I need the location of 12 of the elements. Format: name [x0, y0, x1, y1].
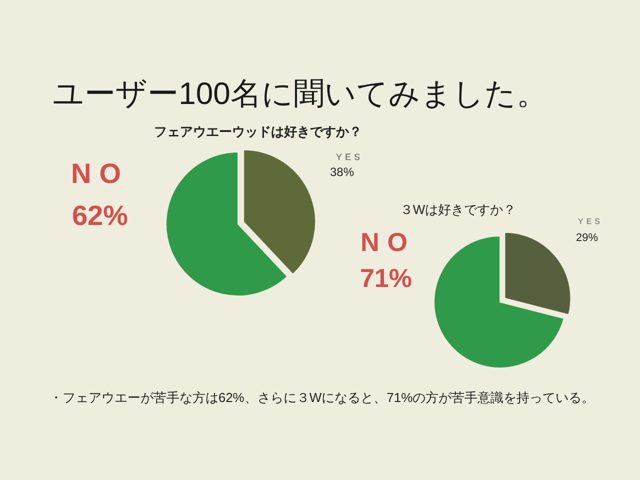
- chart-title: ユーザー100名に聞いてみました。: [52, 76, 548, 111]
- data-label: 29%: [576, 232, 598, 244]
- text: ・フェアウエーが苦手な方は62%、さらに３Wになると、71%の方が苦手意識を持っている。: [49, 390, 595, 405]
- data-label: 38%: [330, 165, 354, 179]
- slice-label: YES: [578, 217, 604, 226]
- slice-label: NO: [360, 227, 416, 257]
- chart-title: ３Wは好きですか？: [400, 202, 516, 217]
- data-label: 62%: [72, 200, 128, 231]
- slice-label: NO: [71, 158, 129, 189]
- data-label: 71%: [360, 263, 412, 293]
- chart-subtitle: フェアウエーウッドは好きですか？: [154, 124, 362, 139]
- slice-label: YES: [336, 152, 364, 162]
